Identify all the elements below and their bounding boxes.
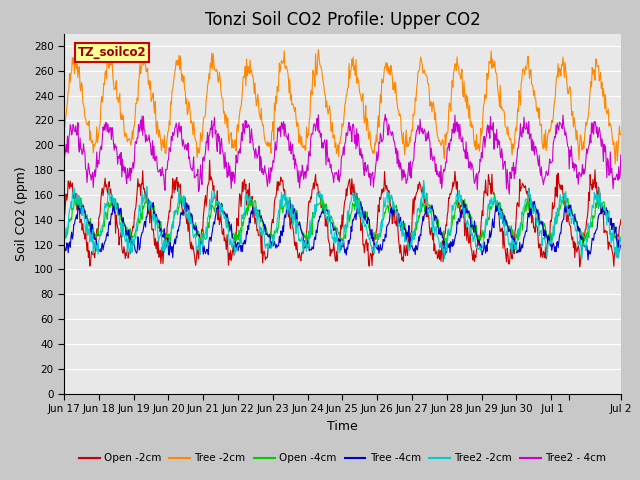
- Tree2 -2cm: [540, 235, 548, 240]
- Tree -4cm: [540, 227, 548, 232]
- Tree -4cm: [94, 245, 102, 251]
- Tree -4cm: [617, 242, 625, 248]
- Tree2 -2cm: [483, 222, 491, 228]
- Open -4cm: [617, 234, 625, 240]
- Open -4cm: [541, 221, 548, 227]
- Y-axis label: Soil CO2 (ppm): Soil CO2 (ppm): [15, 166, 28, 261]
- Tree -2cm: [399, 141, 406, 147]
- Tree2 - 4cm: [541, 175, 548, 180]
- Tree -2cm: [483, 71, 491, 76]
- Tree -4cm: [584, 257, 592, 263]
- Tree -2cm: [415, 68, 423, 73]
- Tree2 - 4cm: [506, 192, 513, 197]
- Tree2 - 4cm: [617, 152, 625, 158]
- Tree2 - 4cm: [381, 111, 389, 117]
- Tree -4cm: [415, 238, 423, 244]
- Tree -2cm: [617, 132, 625, 137]
- Tree -4cm: [60, 247, 68, 252]
- Title: Tonzi Soil CO2 Profile: Upper CO2: Tonzi Soil CO2 Profile: Upper CO2: [205, 11, 480, 29]
- Open -2cm: [576, 264, 584, 270]
- Tree -2cm: [540, 132, 548, 137]
- Tree2 - 4cm: [415, 131, 423, 137]
- Open -4cm: [399, 223, 406, 228]
- Open -4cm: [422, 190, 430, 196]
- X-axis label: Time: Time: [327, 420, 358, 432]
- Tree -2cm: [314, 47, 322, 52]
- Open -2cm: [94, 233, 102, 239]
- Line: Tree2 - 4cm: Tree2 - 4cm: [64, 114, 621, 194]
- Open -2cm: [540, 251, 548, 256]
- Open -4cm: [415, 215, 423, 220]
- Tree2 -2cm: [398, 234, 406, 240]
- Line: Tree -4cm: Tree -4cm: [64, 198, 621, 260]
- Tree -4cm: [181, 195, 189, 201]
- Tree -4cm: [399, 223, 406, 229]
- Tree -2cm: [94, 135, 102, 141]
- Text: TZ_soilco2: TZ_soilco2: [78, 46, 147, 59]
- Open -4cm: [484, 219, 492, 225]
- Open -4cm: [384, 204, 392, 209]
- Line: Tree2 -2cm: Tree2 -2cm: [64, 180, 621, 259]
- Tree2 -2cm: [617, 239, 625, 244]
- Tree2 -2cm: [578, 256, 586, 262]
- Tree2 - 4cm: [94, 157, 102, 163]
- Open -2cm: [384, 190, 392, 195]
- Open -2cm: [206, 157, 214, 163]
- Tree -4cm: [483, 248, 491, 254]
- Tree2 -2cm: [60, 239, 68, 245]
- Open -2cm: [617, 217, 625, 223]
- Open -4cm: [60, 235, 68, 241]
- Line: Tree -2cm: Tree -2cm: [64, 49, 621, 164]
- Open -2cm: [399, 254, 406, 260]
- Tree -2cm: [611, 161, 619, 167]
- Open -2cm: [483, 191, 491, 197]
- Tree2 - 4cm: [384, 132, 392, 138]
- Tree2 - 4cm: [60, 162, 68, 168]
- Tree2 -2cm: [94, 252, 102, 257]
- Open -2cm: [60, 214, 68, 220]
- Tree2 -2cm: [383, 189, 391, 194]
- Open -4cm: [94, 225, 102, 231]
- Line: Open -4cm: Open -4cm: [64, 193, 621, 248]
- Tree -2cm: [384, 71, 392, 76]
- Line: Open -2cm: Open -2cm: [64, 160, 621, 267]
- Open -2cm: [415, 179, 423, 185]
- Tree2 -2cm: [415, 205, 422, 211]
- Legend: Open -2cm, Tree -2cm, Open -4cm, Tree -4cm, Tree2 -2cm, Tree2 - 4cm: Open -2cm, Tree -2cm, Open -4cm, Tree -4…: [74, 449, 611, 468]
- Tree2 -2cm: [420, 178, 428, 183]
- Tree -4cm: [384, 222, 392, 228]
- Tree2 - 4cm: [399, 167, 406, 172]
- Tree2 - 4cm: [483, 125, 491, 131]
- Open -4cm: [164, 245, 172, 251]
- Tree -2cm: [60, 121, 68, 127]
